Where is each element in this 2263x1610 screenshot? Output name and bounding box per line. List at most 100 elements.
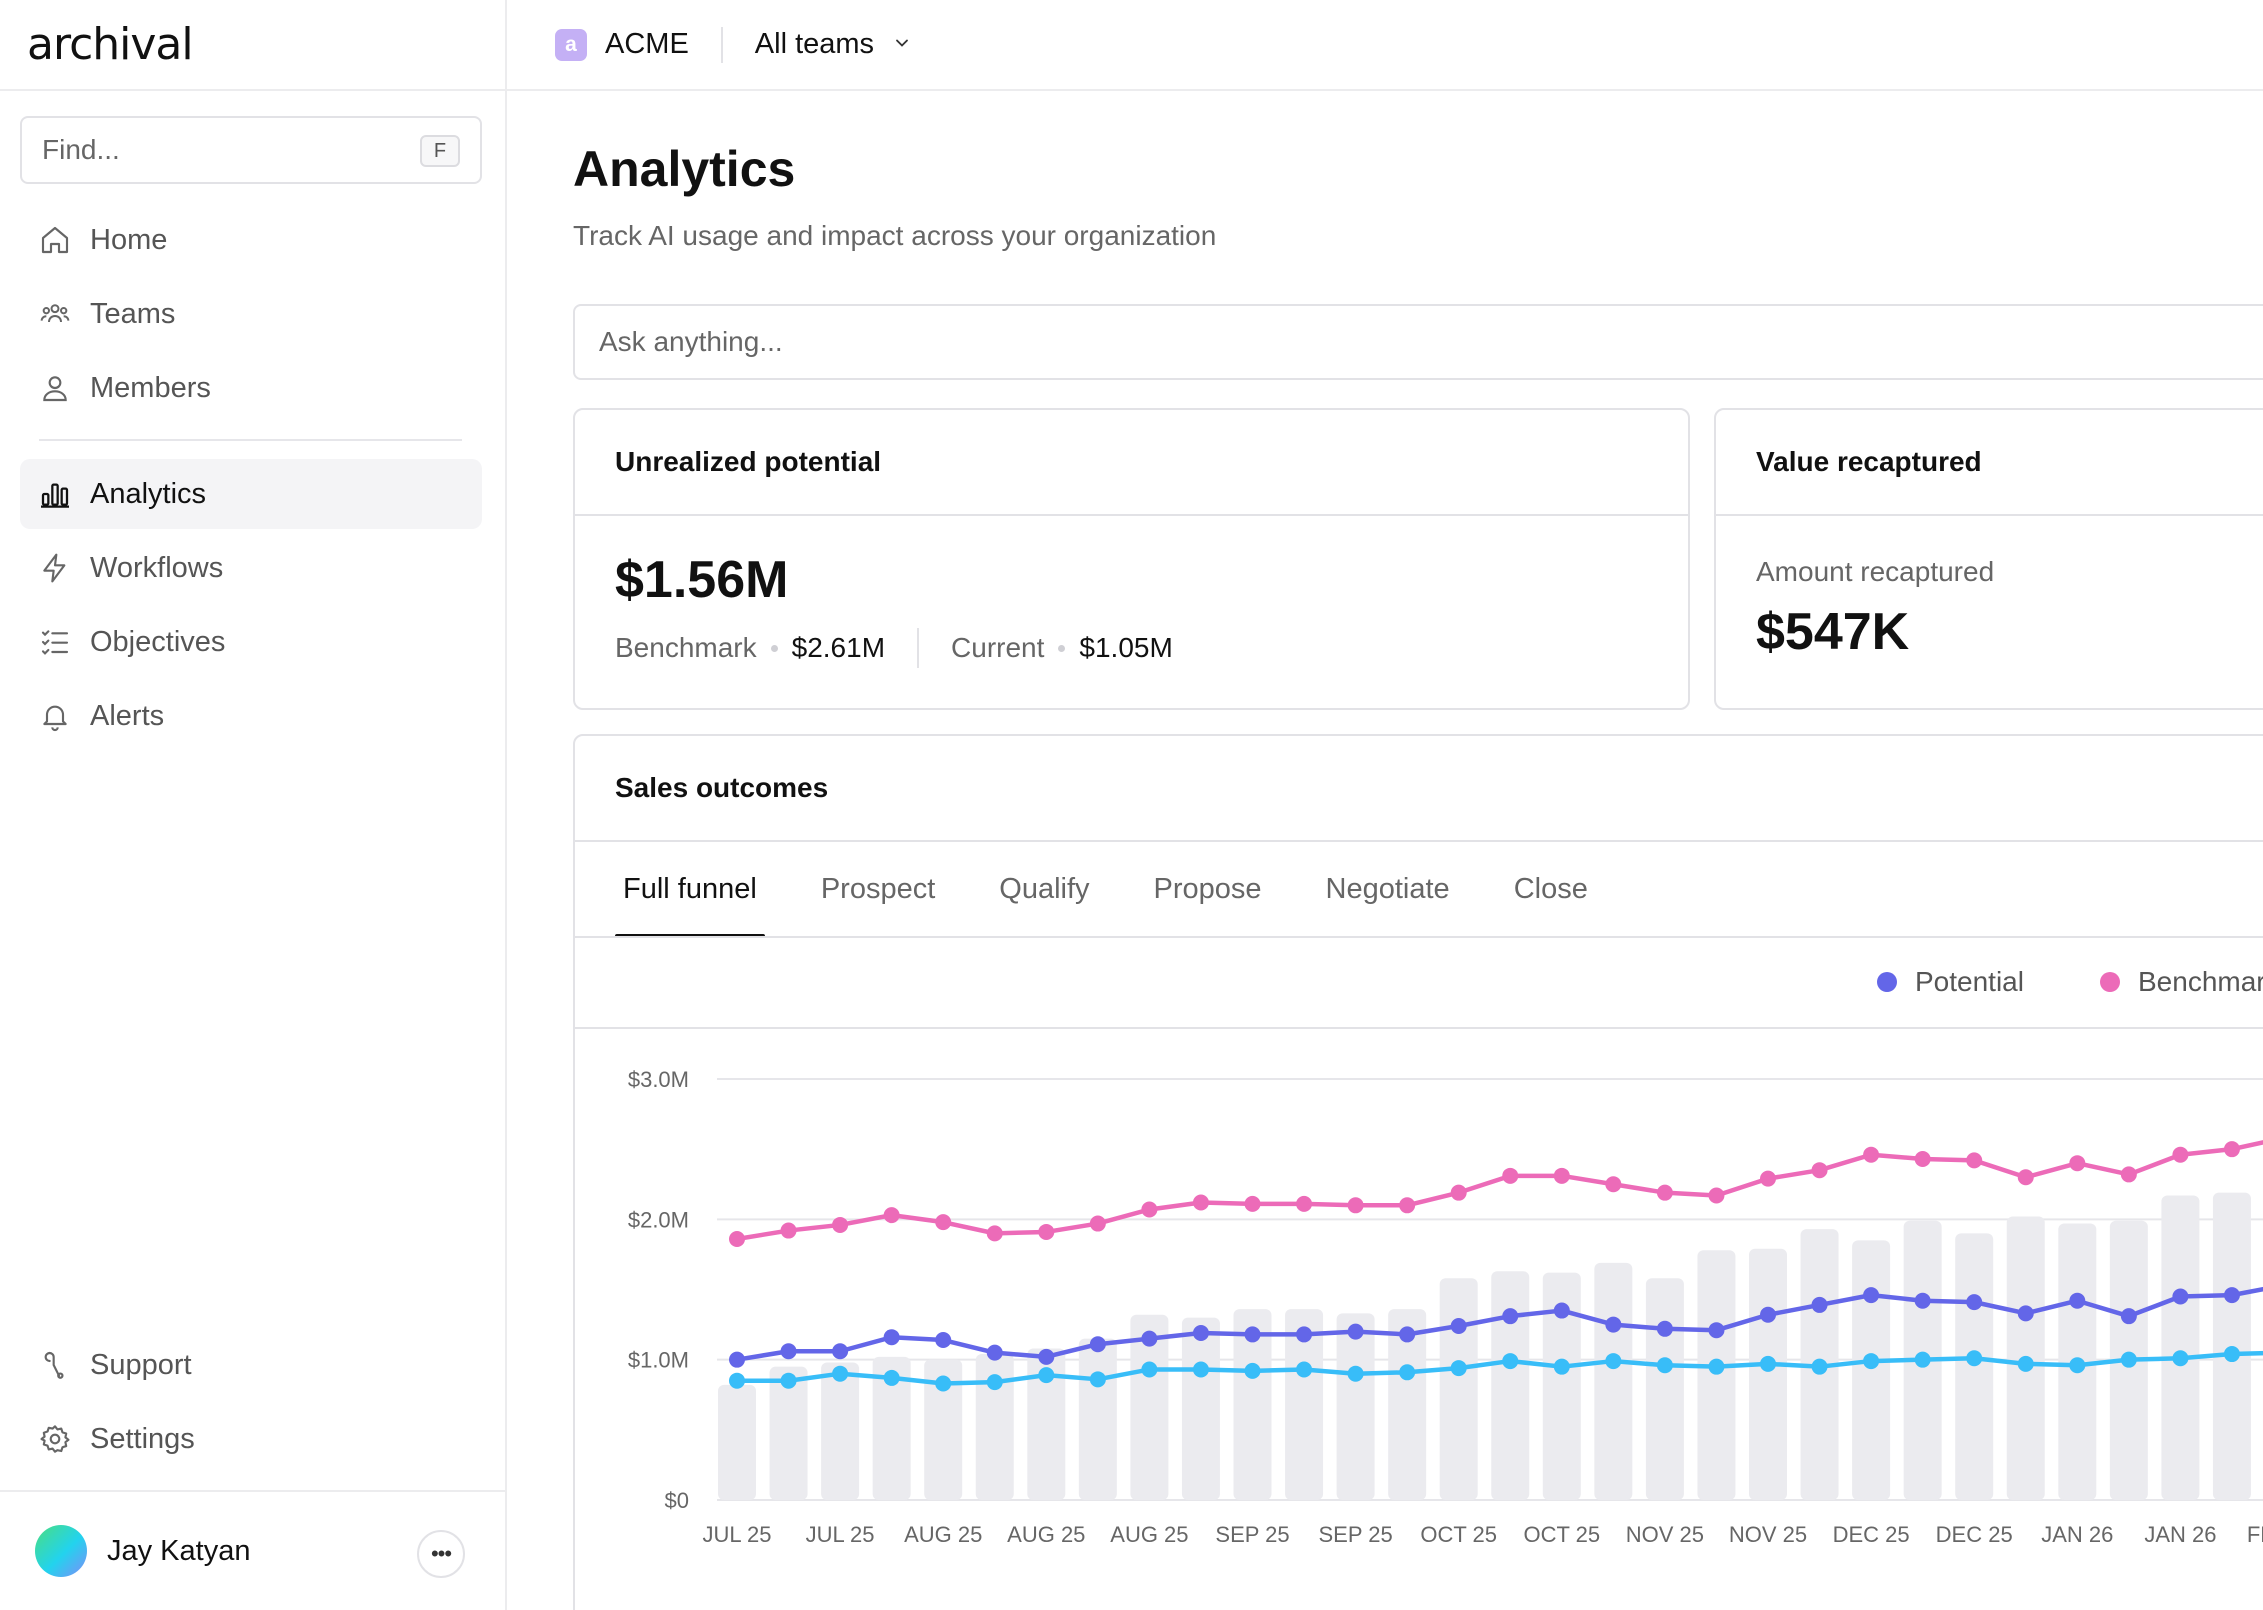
chart-bar [975,1354,1014,1500]
data-point-benchmark [1760,1170,1776,1187]
separator-dot [770,644,778,652]
sidebar-item-workflows[interactable]: Workflows [20,533,482,603]
data-point-current [1760,1355,1776,1372]
data-point-benchmark [1605,1176,1622,1193]
x-tick-label: SEP 25 [1318,1522,1392,1547]
data-point-benchmark [1399,1197,1416,1214]
sidebar-item-label: Teams [90,297,176,330]
data-point-potential [1192,1325,1209,1342]
data-point-current [1038,1367,1055,1384]
chevron-down-icon [892,28,912,61]
tab-close[interactable]: Close [1513,872,1588,905]
user-bar: Jay Katyan ••• [0,1490,505,1610]
data-point-benchmark [1450,1184,1467,1201]
data-point-potential [1141,1330,1158,1347]
x-tick-label: AUG 25 [904,1522,982,1547]
data-point-current [1347,1365,1364,1382]
ellipsis-icon: ••• [430,1541,452,1566]
data-point-benchmark [2172,1146,2189,1163]
data-point-benchmark [2223,1141,2240,1158]
chart-bar [1697,1250,1736,1500]
user-name: Jay Katyan [107,1534,251,1567]
x-tick-label: OCT 25 [1523,1522,1600,1547]
data-point-potential [935,1332,952,1349]
chart-bar [718,1384,756,1500]
current-value: $1.05M [1079,632,1173,663]
x-tick-label: OCT 25 [1420,1522,1497,1547]
chart-bar [1027,1348,1066,1500]
data-point-benchmark [2069,1155,2086,1172]
chart-bar [924,1359,963,1500]
card-title: Unrealized potential [575,410,1688,516]
amount-value: $547K [1756,603,1910,661]
bar-chart-icon [38,477,72,511]
legend-potential[interactable]: Potential [1877,966,2024,998]
org-name[interactable]: ACME [605,28,689,60]
data-point-potential [986,1344,1003,1361]
tab-prospect[interactable]: Prospect [820,872,936,905]
chart-bar [2161,1195,2200,1500]
data-point-potential [1553,1302,1570,1319]
data-point-benchmark [1914,1150,1931,1167]
legend-benchmark[interactable]: Benchmark [2100,966,2263,998]
data-point-benchmark [1296,1195,1313,1212]
x-tick-label: JAN 26 [2041,1522,2113,1547]
sidebar-item-label: Settings [90,1422,195,1455]
tab-propose[interactable]: Propose [1153,872,1262,905]
y-tick-label: $2.0M [628,1207,689,1232]
team-selector[interactable]: All teams [755,28,912,61]
data-point-current [1399,1364,1416,1381]
x-tick-label: DEC 25 [1936,1522,2013,1547]
x-tick-label: JUL 25 [806,1522,875,1547]
chart-bar [1233,1309,1272,1500]
find-placeholder: Find... [42,134,120,165]
data-point-potential [2120,1308,2137,1325]
user-icon [38,371,72,405]
data-point-current [1089,1371,1106,1388]
data-point-current [1914,1351,1931,1368]
checklist-icon [38,625,72,659]
chart-bar [1439,1278,1478,1500]
chart-bar [1285,1309,1324,1500]
data-point-current [2069,1357,2086,1374]
data-point-potential [1966,1294,1983,1311]
card-title: Value recaptured [1716,410,2263,516]
data-point-benchmark [1192,1194,1209,1211]
data-point-benchmark [935,1214,952,1231]
sidebar-item-alerts[interactable]: Alerts [20,681,482,751]
legend-swatch-benchmark [2100,972,2120,992]
data-point-current [1502,1353,1519,1370]
tab-negotiate[interactable]: Negotiate [1325,872,1450,905]
tab-qualify[interactable]: Qualify [999,872,1090,905]
amount-label: Amount recaptured [1756,556,1995,587]
app-logo[interactable]: archival [27,19,194,70]
sidebar-item-label: Objectives [90,625,226,658]
sidebar-item-label: Home [90,223,168,256]
sidebar-item-label: Analytics [90,477,207,510]
data-point-current [2120,1351,2137,1368]
sidebar-item-label: Workflows [90,551,224,584]
sidebar-item-analytics[interactable]: Analytics [20,459,482,529]
card-title: Sales outcomes [575,736,2263,842]
sidebar-item-teams[interactable]: Teams [20,279,482,349]
data-point-potential [1244,1326,1261,1343]
sidebar-item-support[interactable]: Support [20,1330,482,1400]
chart-bar [1852,1240,1891,1500]
legend-divider [575,1027,2263,1029]
find-input[interactable]: Find... F [20,116,482,184]
gear-icon [38,1422,72,1456]
sidebar-item-objectives[interactable]: Objectives [20,607,482,677]
data-point-benchmark [1863,1146,1880,1163]
sidebar-item-home[interactable]: Home [20,205,482,275]
sidebar-divider [39,439,462,441]
sidebar-item-settings[interactable]: Settings [20,1404,482,1474]
sidebar-item-members[interactable]: Members [20,353,482,423]
data-point-potential [1296,1326,1313,1343]
data-point-benchmark [1656,1184,1673,1201]
avatar[interactable] [35,1525,87,1577]
more-options-button[interactable]: ••• [417,1530,465,1578]
ask-input[interactable]: Ask anything... [573,304,2263,380]
data-point-potential [1811,1296,1828,1313]
ask-placeholder: Ask anything... [599,326,783,357]
data-point-potential [1038,1348,1055,1365]
